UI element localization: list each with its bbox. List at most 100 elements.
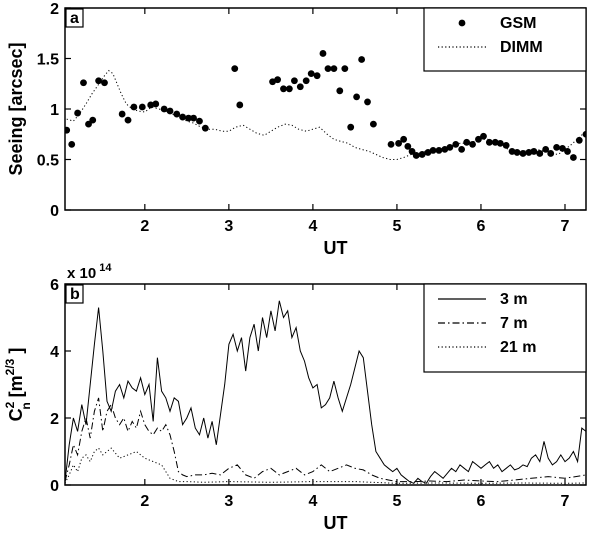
data-point [395,139,403,147]
data-point [95,77,103,85]
y-axis-label: Seeing [arcsec] [6,42,26,175]
data-point [513,149,521,156]
series-line-3-m [65,300,586,484]
data-point [485,138,493,146]
data-point [152,100,160,108]
series-group [65,300,586,484]
y-tick-label: 2 [50,1,59,18]
y-axis-label-part: ] [6,348,26,359]
data-point [291,77,298,85]
data-point [336,87,344,95]
y-axis-label-part: C [6,408,26,421]
data-point [496,139,504,147]
legend-box [423,7,587,72]
data-point [201,124,209,132]
legend-label: DIMM [500,39,543,56]
legend-label: 7 m [500,315,528,332]
data-point [353,93,360,101]
data-point [296,83,304,91]
x-tick-label: 7 [561,218,570,235]
x-tick-label: 6 [477,218,486,235]
x-tick-label: 4 [308,493,317,510]
y-tick-label: 0 [50,203,59,220]
data-point [463,138,471,146]
data-point [65,126,71,134]
x-axis-label: UT [324,513,348,533]
data-point [89,116,97,124]
data-point [347,123,355,131]
panel-letter-box [65,8,84,28]
data-point [179,113,187,121]
data-point [358,56,366,63]
data-point [569,154,577,161]
y-axis-label-part: 2/3 [3,358,17,375]
x-tick-label: 3 [224,218,233,235]
data-point [547,150,555,157]
data-point [582,130,586,138]
y-tick-label: 1 [50,102,59,119]
y-axis-label: C2 n [m2/3 ] [3,348,33,422]
y-tick-label: 2 [50,411,59,428]
data-point [564,148,571,155]
data-point [285,85,293,93]
data-point [341,65,349,72]
data-point [480,132,487,140]
data-point [236,101,244,109]
data-point [418,151,426,158]
data-point [118,110,126,118]
x-tick-label: 4 [308,218,317,235]
data-point [475,135,482,143]
x-axis-label: UT [324,238,348,258]
data-point [231,65,239,72]
series-group [65,50,586,161]
y-tick-label: 0.5 [37,153,59,170]
data-point [173,110,181,118]
data-point [553,143,560,151]
x-tick-label: 2 [140,218,149,235]
data-point [536,150,544,157]
y-axis-label-part: n [19,402,33,409]
series-line-21-m [65,447,586,484]
data-point [138,103,146,111]
data-point [408,148,416,155]
data-point [404,142,412,150]
data-point [525,149,533,156]
data-point [302,77,310,85]
data-point [542,146,550,153]
x-tick-label: 5 [392,493,401,510]
data-point [166,107,174,115]
data-point [130,103,138,111]
multiplier-exponent: 14 [99,262,112,274]
legend-label: GSM [500,15,536,32]
data-point [330,65,338,72]
legend-marker [458,19,466,27]
data-point [80,79,87,87]
panel-a: 2 3 4 5 6 7 0 0.5 1 1.5 2 UT Seeing [arcsec] a GSM DIMM [6,1,587,258]
legend-label: 21 m [500,339,536,356]
data-point [491,138,499,146]
data-point [147,101,155,109]
x-tick-label: 2 [140,493,149,510]
series-line-dimm [66,69,586,160]
data-point [400,135,408,143]
panel-letter: a [70,10,79,27]
data-point [319,50,327,57]
data-point [85,120,92,128]
panel-letter: b [70,286,80,303]
data-point [307,70,315,78]
y-tick-label: 0 [50,478,59,495]
data-point [412,152,420,159]
y-axis-label-part: [m [6,375,26,402]
data-point [369,120,377,128]
y-tick-label: 4 [50,344,59,361]
panel-letter-box [65,284,84,304]
data-point [387,140,395,148]
data-point [575,136,583,144]
series-line-7-m [65,397,586,483]
data-point [559,144,566,152]
data-point [124,116,132,124]
x-tick-label: 6 [477,493,486,510]
